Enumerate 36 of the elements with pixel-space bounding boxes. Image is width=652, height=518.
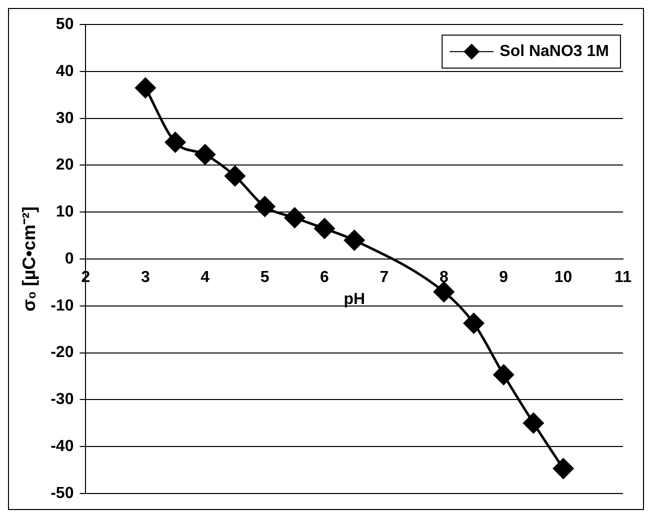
y-tick-label: 40	[56, 62, 74, 80]
point	[493, 364, 514, 386]
y-tick-label: -40	[50, 438, 74, 455]
point	[523, 412, 544, 434]
y-tick-label: 20	[56, 156, 74, 174]
x-tick-label: 8	[439, 269, 448, 286]
point	[135, 78, 156, 98]
x-tick-label: 7	[380, 269, 389, 286]
x-tick-label: 9	[499, 269, 508, 286]
x-tick-label: 5	[260, 269, 270, 286]
point	[434, 282, 454, 302]
point	[344, 230, 365, 250]
y-tick-label: -50	[50, 484, 74, 502]
point	[194, 144, 216, 165]
y-tick-label: -30	[50, 391, 74, 408]
point	[553, 458, 574, 479]
y-axis-title: σ₀ [µC•cm⁻²]	[18, 206, 39, 312]
x-tick-label: 11	[614, 269, 632, 286]
y-tick-label: 50	[56, 16, 74, 34]
y-tick-label: 0	[64, 250, 74, 268]
x-tick-label: 4	[200, 269, 210, 286]
point	[254, 196, 276, 217]
point	[224, 166, 246, 186]
y-tick-label: 10	[56, 204, 74, 221]
x-axis-title: pH	[344, 291, 366, 308]
legend-label: Sol NaNO3 1M	[500, 43, 609, 60]
y-tick-label: 30	[56, 110, 74, 127]
x-tick-label: 10	[554, 269, 572, 286]
point	[464, 312, 484, 334]
y-tick-label: -10	[50, 297, 74, 314]
x-tick-label: 6	[320, 269, 330, 286]
y-tick-label: -20	[50, 344, 74, 362]
x-tick-label: 3	[140, 269, 150, 286]
point	[314, 218, 335, 239]
point	[165, 132, 186, 153]
point	[284, 207, 305, 228]
